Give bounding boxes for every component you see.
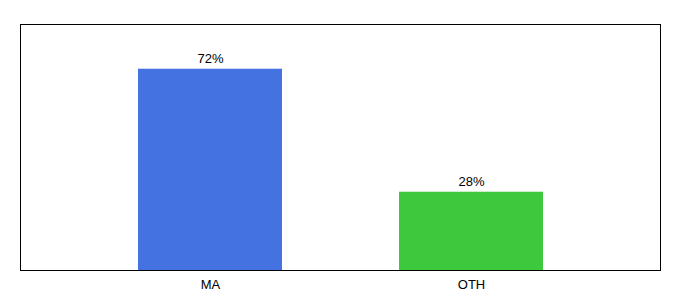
svg-text:MA: MA [201, 277, 221, 292]
svg-text:28%: 28% [458, 174, 484, 189]
svg-text:72%: 72% [197, 51, 223, 66]
svg-text:OTH: OTH [458, 277, 485, 292]
